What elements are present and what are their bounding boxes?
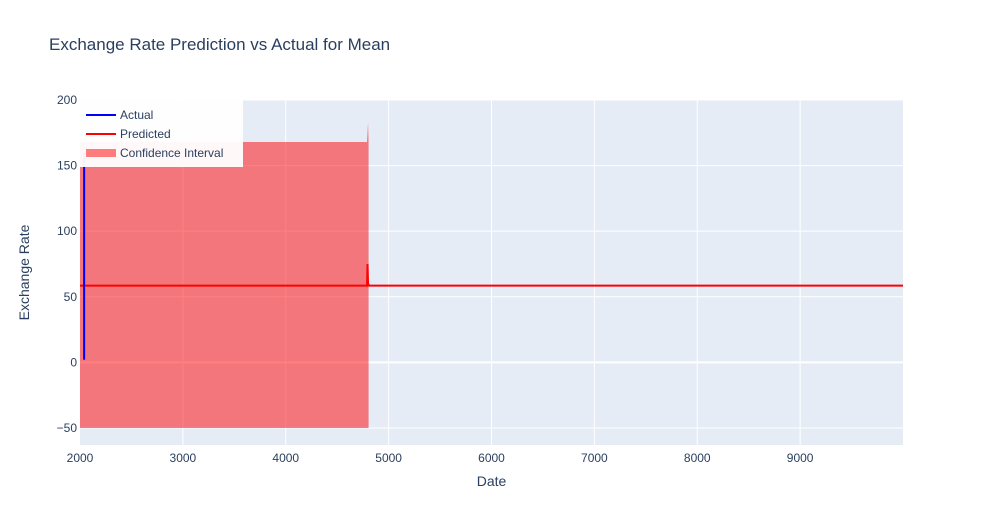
- legend-label-predicted[interactable]: Predicted: [120, 127, 171, 141]
- x-tick-label: 4000: [272, 451, 299, 465]
- x-tick-label: 3000: [170, 451, 197, 465]
- y-tick-label: 200: [57, 93, 77, 107]
- plot-area: [80, 122, 903, 428]
- y-tick-label: 50: [64, 290, 78, 304]
- legend: Actual Predicted Confidence Interval: [80, 100, 243, 167]
- legend-label-confidence-interval[interactable]: Confidence Interval: [120, 146, 223, 160]
- x-axis-title: Date: [477, 473, 507, 489]
- x-tick-label: 8000: [684, 451, 711, 465]
- x-tick-label: 5000: [375, 451, 402, 465]
- x-tick-label: 9000: [787, 451, 814, 465]
- x-tick-label: 6000: [478, 451, 505, 465]
- predicted-line: [80, 263, 903, 287]
- confidence-interval-band: [80, 122, 369, 428]
- chart-title: Exchange Rate Prediction vs Actual for M…: [49, 35, 390, 54]
- y-tick-label: 0: [70, 355, 77, 369]
- x-tick-label: 2000: [67, 451, 94, 465]
- y-axis-title: Exchange Rate: [16, 224, 32, 320]
- y-tick-label: 100: [57, 224, 77, 238]
- y-tick-label: 150: [57, 159, 77, 173]
- legend-label-actual[interactable]: Actual: [120, 108, 153, 122]
- x-tick-label: 7000: [581, 451, 608, 465]
- y-tick-label: −50: [57, 421, 78, 435]
- tick-labels: 2000 3000 4000 5000 6000 7000 8000 9000 −50 0 50 10…: [57, 93, 814, 465]
